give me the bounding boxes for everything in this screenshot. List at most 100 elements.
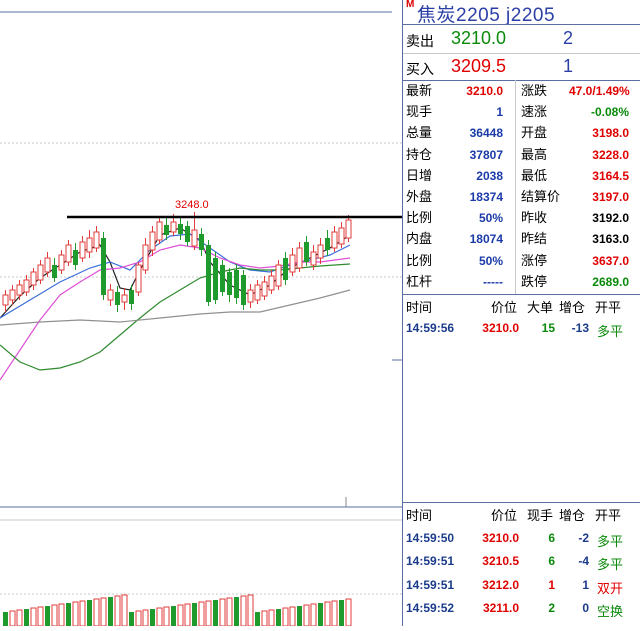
quote-label: 涨停 [521, 252, 548, 268]
cell-time: 14:59:56 [406, 321, 455, 335]
candle-body[interactable] [268, 275, 275, 291]
candle-body[interactable] [52, 265, 57, 278]
candle-body[interactable] [107, 289, 114, 301]
candle-body[interactable] [65, 244, 72, 263]
cell-chg: -2 [578, 530, 589, 545]
candle-body[interactable] [310, 251, 317, 266]
volume-bar [3, 612, 8, 626]
candle-body[interactable] [227, 272, 232, 295]
candle-body[interactable] [325, 238, 330, 250]
candle-body[interactable] [304, 242, 309, 262]
volume-bar [184, 603, 191, 627]
candle-body[interactable] [129, 290, 134, 304]
candle-body[interactable] [213, 258, 218, 300]
table-row[interactable]: 14:59:56 3210.0 15 -13 多平 [403, 319, 640, 341]
quote-value: 50% [478, 253, 503, 268]
candle-body[interactable] [93, 231, 100, 249]
cell-time: 14:59:51 [406, 554, 455, 568]
candle-body[interactable] [199, 234, 204, 250]
candle-body[interactable] [73, 250, 78, 265]
candle-body[interactable] [37, 264, 44, 281]
candle-body[interactable] [170, 221, 177, 233]
candle-body[interactable] [142, 244, 149, 271]
candle-body[interactable] [149, 231, 156, 251]
volume-bar [121, 594, 128, 627]
volume-bar [108, 597, 113, 626]
quote-label: 结算价 [521, 189, 561, 204]
volume-bar [51, 604, 58, 627]
volume-bar [289, 606, 296, 627]
candle-body[interactable] [135, 264, 142, 293]
instrument-header[interactable]: M 焦炭2205 j2205 [403, 0, 640, 26]
candle-body[interactable] [156, 221, 163, 241]
volume-bar [205, 600, 212, 627]
volume-bar [93, 598, 100, 627]
quote-label: 总量 [406, 125, 433, 141]
candle-body[interactable] [220, 265, 225, 292]
candle-body[interactable] [30, 271, 37, 286]
cell-type: 多平 [597, 533, 624, 549]
quote-label: 杠杆 [406, 273, 433, 289]
candle-body[interactable] [58, 254, 65, 271]
candle-body[interactable] [261, 281, 268, 297]
candle-body[interactable] [185, 226, 190, 242]
candle-body[interactable] [86, 237, 93, 253]
candle-body[interactable] [23, 279, 30, 293]
volume-bar [234, 597, 239, 626]
quote-label: 比例 [406, 252, 433, 268]
candle-body[interactable] [338, 227, 345, 245]
volume-bar [198, 601, 205, 627]
candle-body[interactable] [296, 247, 303, 269]
candle-body[interactable] [234, 270, 239, 298]
candle-body[interactable] [44, 257, 51, 273]
cell-price: 3210.0 [482, 321, 519, 335]
candle-body[interactable] [115, 292, 120, 305]
candle-body[interactable] [206, 245, 211, 302]
candle-body[interactable] [283, 258, 288, 280]
cell-time: 14:59:50 [406, 530, 455, 545]
candle-body[interactable] [9, 289, 16, 301]
quote-value: 1 [496, 105, 503, 120]
cell-price: 3212.0 [482, 577, 519, 592]
candle-body[interactable] [121, 294, 128, 303]
candle-body[interactable] [16, 284, 23, 296]
table-row[interactable]: 14:59:51 3210.5 6 -4 多平 [403, 552, 640, 576]
quote-value: 3163.0 [592, 232, 629, 247]
volume-bar [240, 595, 247, 627]
bid-row[interactable]: 买入 3209.5 1 [403, 53, 640, 81]
candle-body[interactable] [317, 244, 324, 259]
peak-price-label: 3248.0 [175, 199, 209, 211]
table-row[interactable]: 14:59:50 3210.0 6 -2 多平 [403, 529, 640, 553]
candle-body[interactable] [164, 225, 169, 235]
quote-label: 内盘 [406, 231, 433, 247]
bid-label: 买入 [406, 61, 434, 77]
quote-value: 3228.0 [592, 147, 629, 162]
cell-time: 14:59:52 [406, 601, 455, 615]
table-row[interactable]: 14:59:51 3212.0 1 1 双开 [403, 576, 640, 600]
candle-body[interactable] [289, 254, 296, 273]
volume-bar [318, 603, 323, 626]
instrument-title: 焦炭2205 j2205 [417, 5, 556, 26]
column-header: 大单 [527, 300, 554, 315]
cell-type: 多平 [597, 557, 624, 572]
quote-label: 昨收 [521, 210, 548, 226]
candle-body[interactable] [101, 238, 106, 295]
volume-bar [163, 606, 170, 627]
candle-body[interactable] [247, 289, 254, 303]
table-row[interactable]: 14:59:52 3211.0 2 0 空换 [403, 599, 640, 623]
candle-body[interactable] [191, 229, 198, 247]
candle-body[interactable] [254, 284, 261, 301]
volume-bar [72, 601, 79, 627]
candle-body[interactable] [2, 294, 9, 306]
ask-row[interactable]: 卖出 3210.0 2 [403, 25, 640, 53]
candle-body[interactable] [331, 231, 338, 249]
quote-value: 3637.0 [592, 253, 629, 268]
candle-body[interactable] [79, 241, 86, 259]
kline-svg[interactable]: 3248.0 [0, 0, 402, 627]
candle-body[interactable] [241, 275, 246, 305]
volume-bar [58, 603, 65, 627]
kline-chart[interactable]: 3248.0 [0, 0, 402, 627]
candle-body[interactable] [178, 224, 183, 234]
candle-body[interactable] [345, 219, 352, 239]
candle-body[interactable] [275, 264, 282, 287]
